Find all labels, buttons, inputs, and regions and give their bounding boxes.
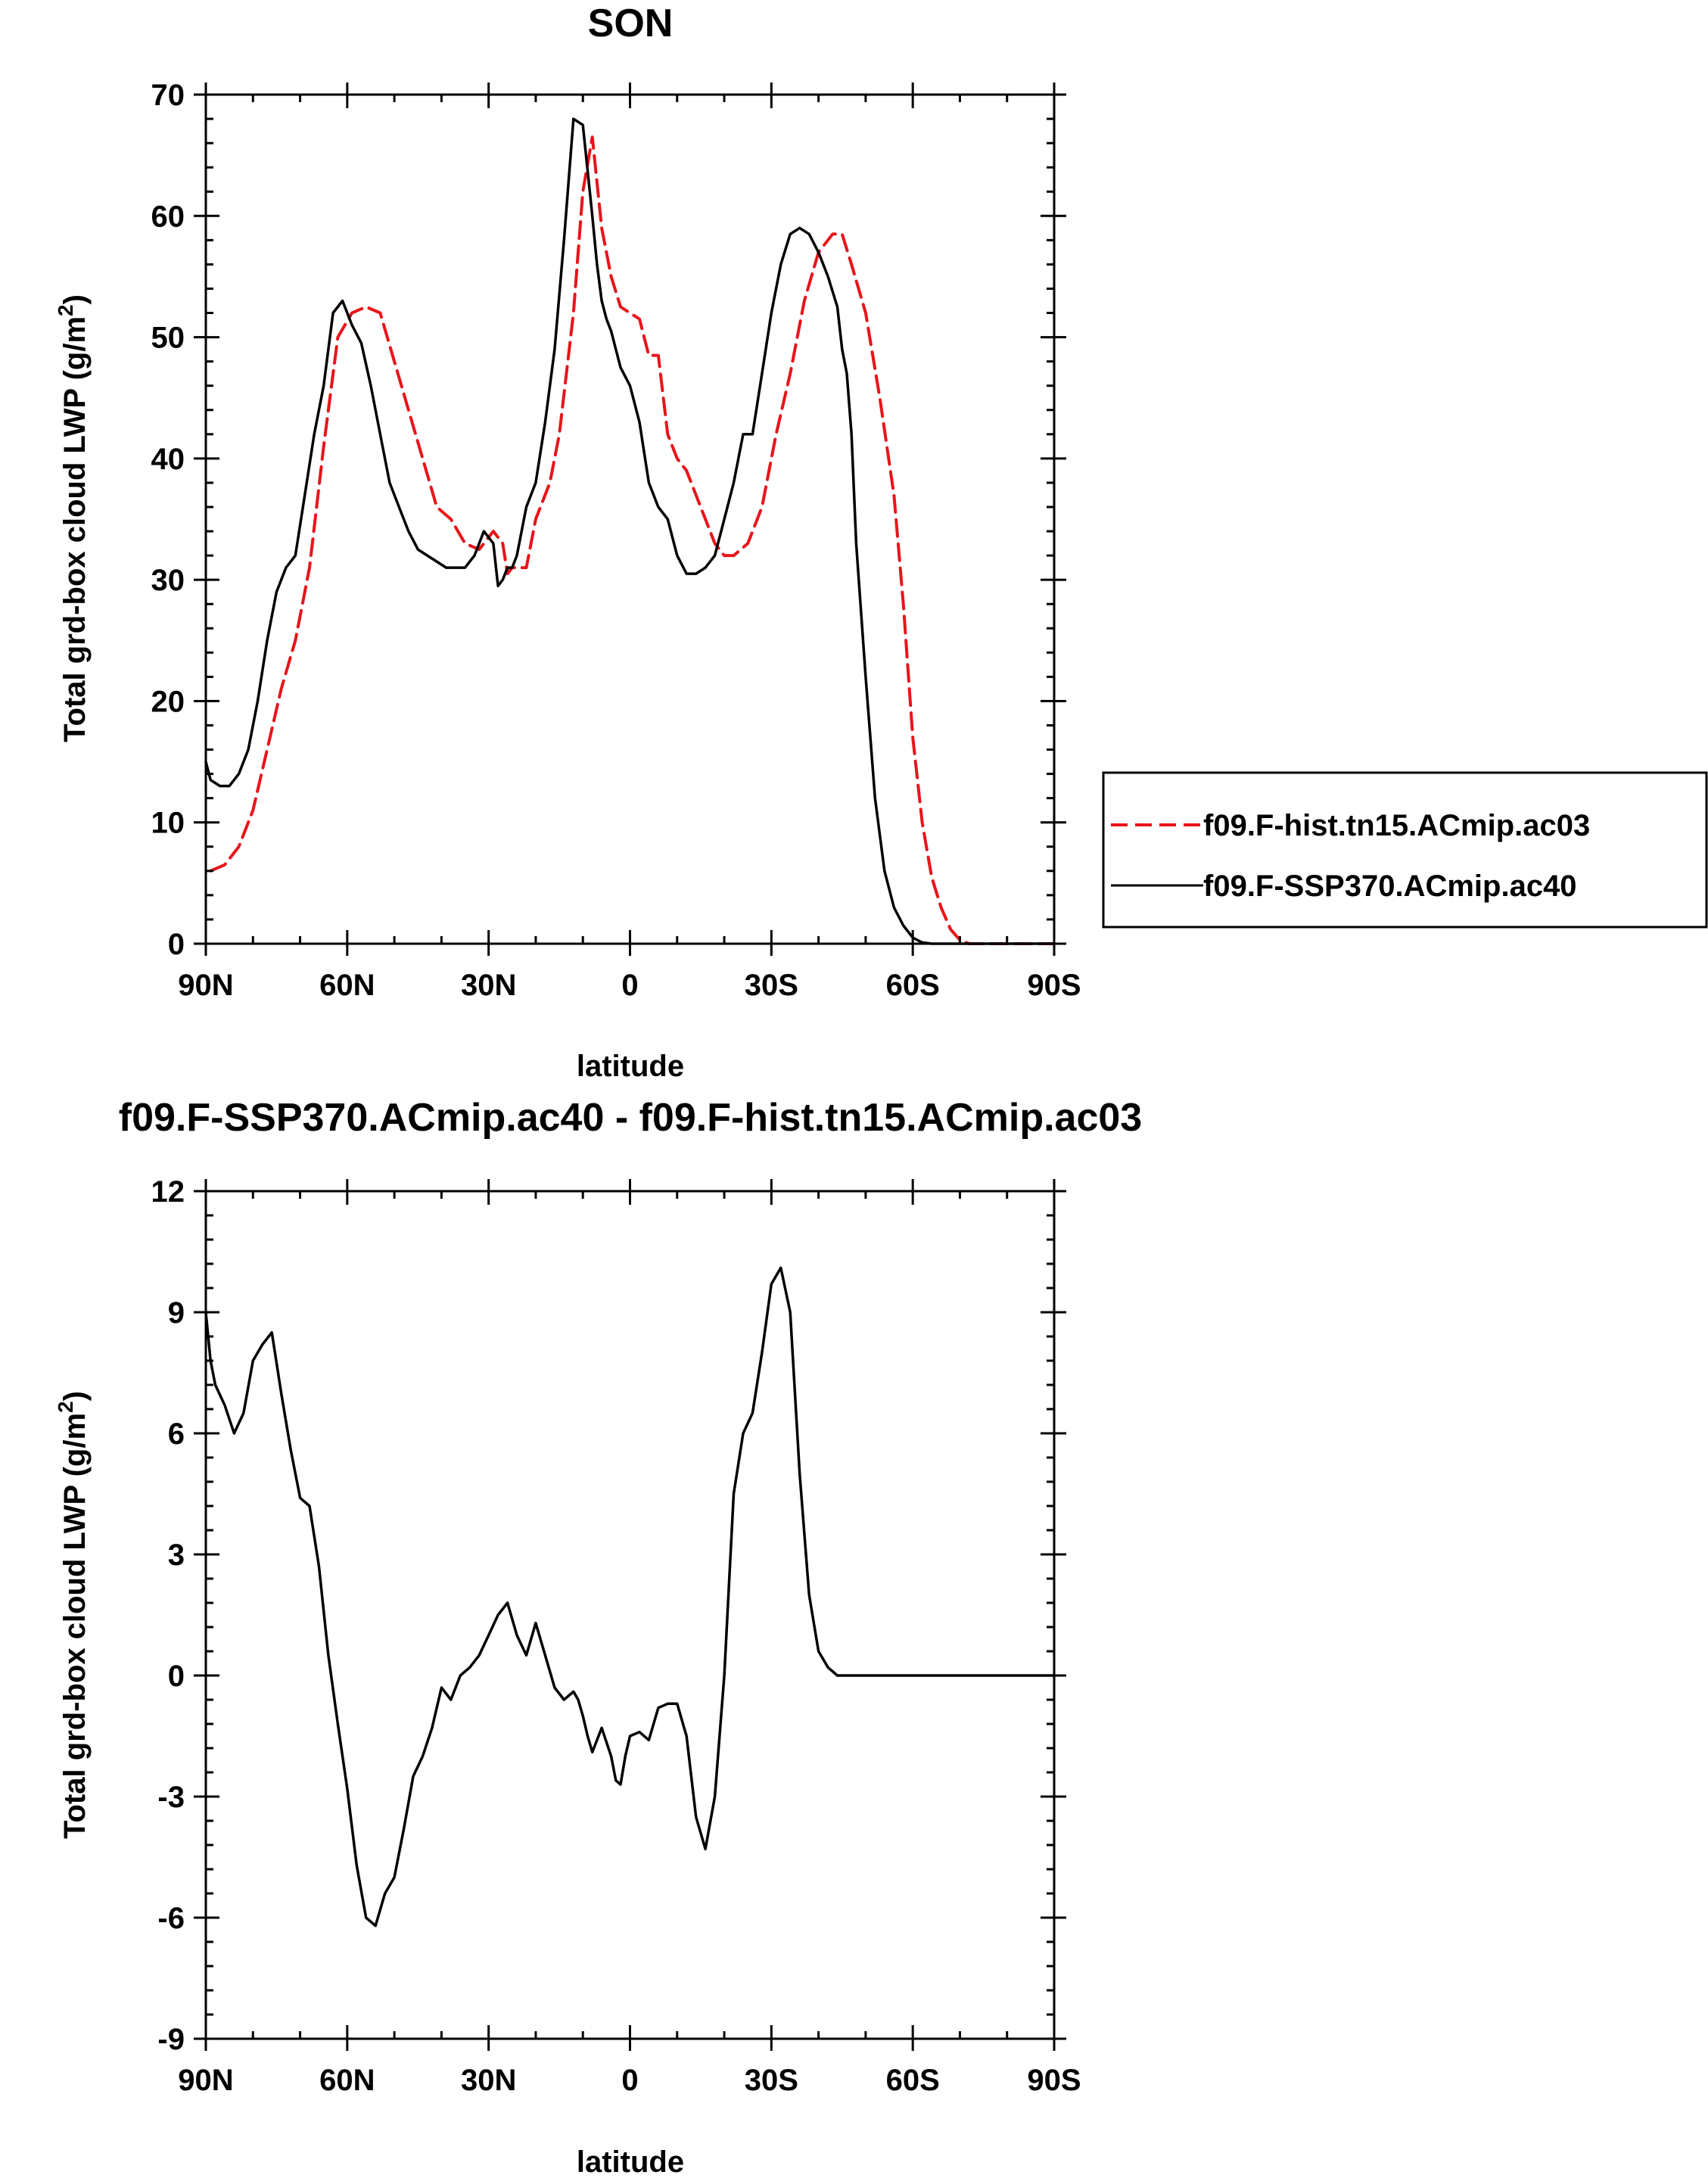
- x-tick-label: 60S: [886, 2064, 940, 2097]
- x-axis-title: latitude: [577, 1050, 684, 1083]
- x-tick-label: 60N: [319, 2064, 375, 2097]
- legend-label-hist: f09.F-hist.tn15.ACmip.ac03: [1203, 809, 1590, 842]
- plot-area: 90N 60N 30N 0 30S 60S 90S -9 -6 -3 0 3 6 9 12: [151, 1175, 1081, 2097]
- y-tick-label: 10: [151, 807, 185, 840]
- y-tick-label: 6: [168, 1417, 185, 1451]
- y-axis-title-superscript: 2: [54, 304, 77, 316]
- x-tick-label: 90N: [178, 969, 233, 1002]
- x-tick-label: 0: [621, 2064, 638, 2097]
- series-line-0: [204, 1266, 1056, 1928]
- y-tick-label: -3: [157, 1781, 185, 1814]
- x-axis-title: latitude: [577, 2145, 684, 2178]
- y-tick-label: 40: [151, 443, 185, 476]
- x-tick-label: 60S: [886, 969, 940, 1002]
- y-axis-title: Total grd-box cloud LWP (g/m2): [54, 1391, 92, 1839]
- legend-box: [1102, 771, 1708, 929]
- legend: f09.F-hist.tn15.ACmip.ac03 f09.F-SSP370.…: [1102, 771, 1708, 929]
- series-line-1: [204, 117, 1056, 945]
- y-tick-label: 50: [151, 322, 185, 355]
- x-tick-label: 90N: [178, 2064, 233, 2097]
- plot-area: 90N 60N 30N 0 30S 60S 90S 0 10 20 30 40 50 60 70: [151, 79, 1081, 1002]
- x-tick-label: 0: [621, 969, 638, 1002]
- y-axis-title-superscript: 2: [54, 1401, 77, 1413]
- chart-title: f09.F-SSP370.ACmip.ac40 - f09.F-hist.tn1…: [119, 1096, 1142, 1140]
- x-tick-label: 30S: [745, 969, 798, 1002]
- chart-title: SON: [588, 2, 674, 45]
- x-tick-label: 30S: [745, 2064, 798, 2097]
- x-tick-label: 60N: [319, 969, 375, 1002]
- y-tick-label: 30: [151, 564, 185, 597]
- y-tick-label: 70: [151, 79, 185, 112]
- x-tick-label: 30N: [461, 969, 516, 1002]
- series-line-0: [209, 135, 1056, 945]
- y-tick-label: 9: [168, 1296, 185, 1330]
- y-tick-label: 0: [168, 1660, 185, 1693]
- y-tick-label: 12: [151, 1175, 185, 1209]
- y-tick-label: -9: [157, 2023, 185, 2056]
- y-tick-label: 20: [151, 685, 185, 718]
- y-axis-title: Total grd-box cloud LWP (g/m2): [54, 294, 92, 742]
- y-tick-label: 60: [151, 200, 185, 233]
- plot-frame: [204, 1190, 1056, 2040]
- y-tick-label: -6: [157, 1902, 185, 1935]
- y-tick-label: 0: [168, 928, 185, 961]
- plot-frame: [204, 93, 1056, 945]
- panel-top: SON 90N 60N 30N 0 30S 60S 90S 0 10 20 30 40 50 60 70 l…: [54, 2, 1708, 1083]
- x-tick-label: 30N: [461, 2064, 516, 2097]
- y-tick-label: 3: [168, 1539, 185, 1572]
- panel-bottom: f09.F-SSP370.ACmip.ac40 - f09.F-hist.tn1…: [54, 1096, 1142, 2178]
- x-tick-label: 90S: [1027, 2064, 1081, 2097]
- x-tick-label: 90S: [1027, 969, 1081, 1002]
- legend-label-ssp370: f09.F-SSP370.ACmip.ac40: [1203, 870, 1577, 903]
